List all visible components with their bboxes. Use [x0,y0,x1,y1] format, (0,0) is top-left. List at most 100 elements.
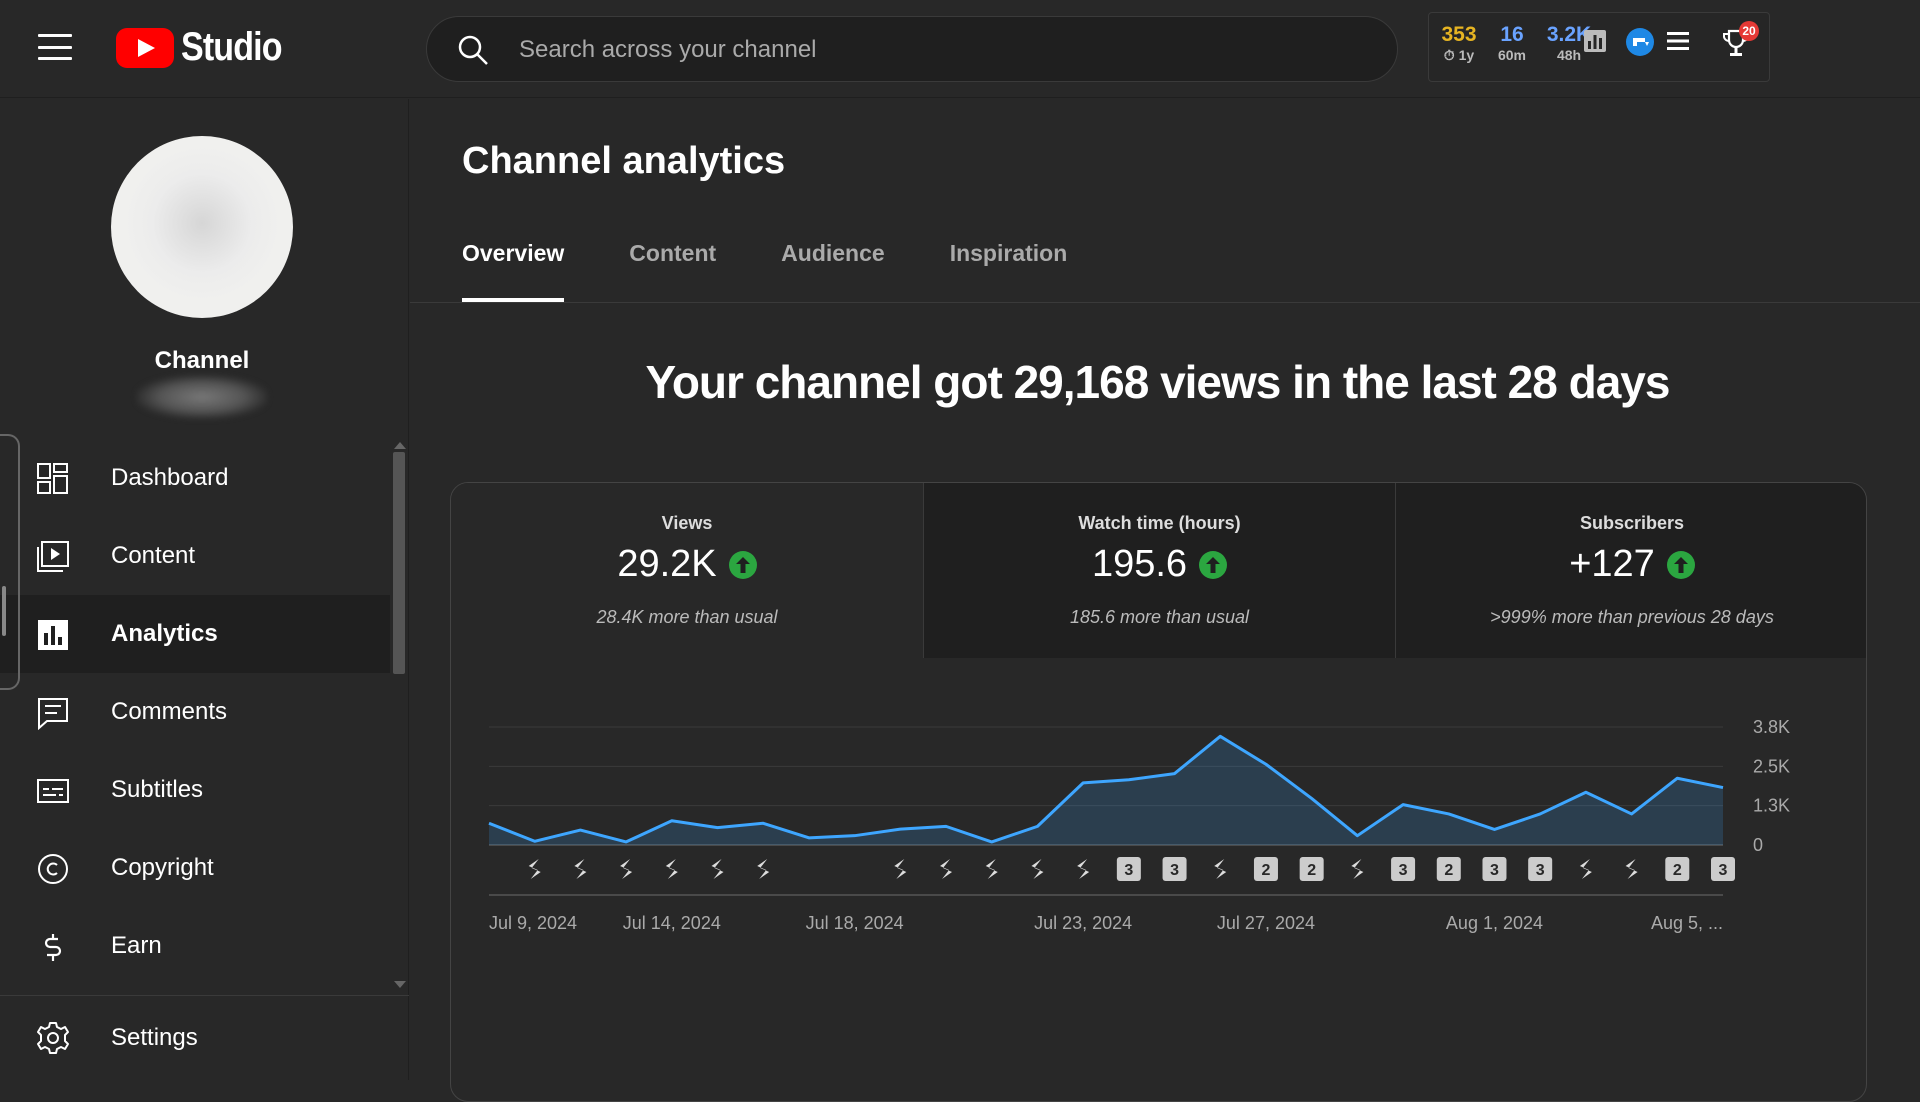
channel-avatar[interactable] [111,136,293,318]
earn-icon [44,934,62,961]
settings-label: Settings [111,1024,198,1051]
x-tick-label: Aug 5, ... [1651,913,1723,933]
y-tick-label: 0 [1753,835,1763,855]
sidebar-item-dashboard[interactable]: Dashboard [0,439,392,517]
extension-logo-icon[interactable] [1625,27,1655,57]
upload-count-marker [1711,857,1735,881]
list-menu-icon[interactable] [1667,31,1689,51]
subtitles-icon [37,779,69,803]
extension-toolbar: 353 ⏱ 1y 16 60m 3.2K 48h 20 [1428,12,1770,82]
trend-up-icon [728,550,757,579]
sidebar-item-label: Earn [111,932,162,959]
sidebar-item-analytics[interactable]: Analytics [0,595,390,673]
metric-value: 195.6 [1091,543,1188,585]
notification-badge: 20 [1739,21,1759,41]
upload-count-marker [1162,857,1187,881]
metric-label: Watch time (hours) [1078,513,1241,533]
upload-count-label: 2 [1307,862,1316,879]
shorts-marker-icon [1077,859,1090,879]
x-tick-label: Aug 1, 2024 [1446,913,1543,933]
sidebar-item-label: Comments [111,698,228,725]
stat-views-1y[interactable]: 353 ⏱ 1y [1441,23,1477,63]
upload-count-label: 3 [1399,862,1408,879]
metric-value: +127 [1569,543,1655,585]
metric-comparison: >999% more than previous 28 days [1490,607,1774,627]
shorts-marker-icon [894,859,907,879]
y-tick-label: 3.8K [1753,717,1790,737]
metric-watch-time[interactable]: Watch time (hours) 195.6 185.6 more than… [923,483,1395,658]
youtube-studio-logo[interactable]: Studio [116,25,299,70]
scroll-down-arrow-icon[interactable] [394,981,406,988]
sidebar-item-copyright[interactable]: Copyright [0,829,392,907]
tab-inspiration[interactable]: Inspiration [949,240,1068,266]
top-bar: Studio 353 ⏱ 1y 16 60m 3.2K 48h [0,0,1920,98]
views-series-line [488,734,1724,844]
views-line-chart[interactable]: 0 1.3K 2.5K 3.8K 3 3 2 2 3 2 3 3 2 3 Jul 9, 2024 Jul 14… [451,658,1867,1102]
logo-text: Studio [181,25,283,69]
metric-value-row: 195.6 [924,543,1395,586]
metric-views[interactable]: Views 29.2K 28.4K more than usual [451,483,923,658]
shorts-marker-icon [574,859,587,879]
upload-count-marker [1253,857,1278,881]
sidebar-item-content[interactable]: Content [0,517,392,595]
sidebar-scrollbar[interactable] [393,452,405,674]
upload-count-marker [1116,857,1141,881]
sidebar-item-settings[interactable]: Settings [0,995,409,1079]
scroll-up-arrow-icon[interactable] [394,442,406,449]
metric-comparison: 185.6 more than usual [1069,607,1250,627]
tab-divider [410,302,1920,303]
stat-views-48h[interactable]: 3.2K 48h [1546,23,1592,63]
menu-icon[interactable] [38,34,72,60]
upload-count-marker [1436,857,1461,881]
dashboard-icon [37,463,68,494]
comments-icon [38,698,68,730]
views-area-fill [489,736,1723,845]
tab-audience[interactable]: Audience [781,240,885,266]
copyright-icon [38,854,68,884]
y-tick-label: 1.3K [1753,796,1790,816]
shorts-marker-icon [665,859,678,879]
upload-count-label: 2 [1444,862,1453,879]
sidebar: Channel Dashboard Content [0,99,409,1080]
trend-up-icon [1199,550,1228,579]
metric-value-row: +127 [1396,543,1866,586]
shorts-marker-icon [1031,859,1044,879]
upload-count-marker [1391,857,1416,881]
shorts-marker-icon [1214,859,1227,879]
search-input[interactable] [519,31,1359,69]
metric-subscribers[interactable]: Subscribers +127 >999% more than previou… [1395,483,1866,658]
sidebar-item-subtitles[interactable]: Subtitles [0,751,392,829]
shorts-marker-icon [1579,859,1592,879]
channel-name[interactable]: Channel [154,347,250,374]
search-icon[interactable] [457,34,489,66]
sidebar-item-label: Analytics [111,620,218,647]
upload-count-marker [1528,857,1553,881]
metric-value: 29.2K [617,543,717,585]
bar-chart-icon[interactable] [1583,29,1607,53]
metric-label: Subscribers [1579,513,1685,533]
sidebar-item-label: Dashboard [111,464,229,491]
sidebar-item-label: Content [111,542,196,569]
upload-count-label: 3 [1490,862,1499,879]
page-title: Channel analytics [462,140,786,182]
views-headline: Your channel got 29,168 views in the las… [645,356,1671,408]
side-panel-handle[interactable] [0,434,20,690]
sidebar-item-earn[interactable]: Earn [0,907,392,985]
upload-count-marker [1299,857,1324,881]
upload-count-label: 3 [1124,862,1133,879]
content-icon [37,541,69,572]
upload-count-label: 3 [1170,862,1179,879]
sidebar-item-label: Subtitles [111,776,204,803]
sidebar-item-comments[interactable]: Comments [0,673,392,751]
tab-overview[interactable]: Overview [462,240,565,302]
tab-content[interactable]: Content [629,240,717,266]
youtube-play-icon [116,27,174,68]
search-bar[interactable] [426,16,1398,82]
upload-count-marker [1665,857,1690,881]
upload-count-marker [1482,857,1507,881]
metric-comparison: 28.4K more than usual [596,607,778,627]
channel-handle-blurred [136,375,268,419]
x-tick-label: Jul 9, 2024 [489,913,577,933]
metric-value-row: 29.2K [451,543,923,586]
stat-views-60m[interactable]: 16 60m [1497,23,1527,63]
